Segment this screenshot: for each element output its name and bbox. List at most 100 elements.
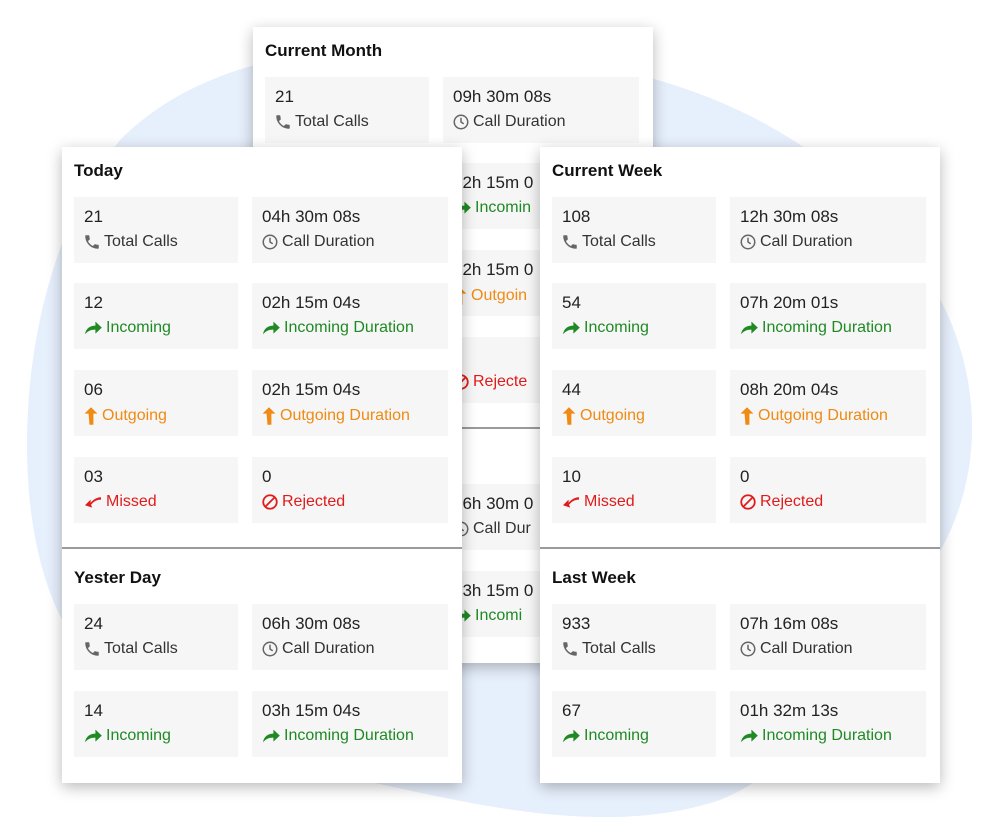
- stat-call-duration[interactable]: 07h 16m 08s Call Duration: [730, 604, 926, 670]
- stat-value: 21: [84, 207, 103, 226]
- stat-rejected[interactable]: 0 Rejected: [730, 457, 926, 523]
- stat-label: Incoming Duration: [739, 727, 892, 745]
- stat-value: 06h 30m 0: [453, 494, 534, 513]
- stat-value: 67: [562, 701, 581, 720]
- missed-arrow-icon: [85, 497, 101, 508]
- stat-label: Outgoing: [83, 406, 167, 426]
- stat-call-duration[interactable]: 06h 30m 08s Call Duration: [252, 604, 448, 670]
- stat-label-text: Outgoing Duration: [758, 407, 888, 424]
- stat-incoming[interactable]: 67 Incoming: [552, 691, 716, 757]
- stat-label-text: Call Duration: [282, 233, 375, 250]
- stat-incoming-duration[interactable]: 03h 15m 04s Incoming Duration: [252, 691, 448, 757]
- stat-label-text: Incoming Duration: [762, 727, 892, 744]
- stat-label: Rejected: [261, 493, 345, 511]
- stat-label-text: Call Duration: [282, 640, 375, 657]
- outgoing-arrow-icon: [262, 407, 276, 425]
- clock-icon: [453, 114, 469, 130]
- current-week-card: Current Week 108 Total Calls 12h 30m 08s…: [540, 147, 940, 783]
- stat-value: 12: [84, 293, 103, 312]
- stat-value: 24: [84, 614, 103, 633]
- stat-rejected[interactable]: 0 Rejected: [252, 457, 448, 523]
- stat-value: 14: [84, 701, 103, 720]
- incoming-arrow-icon: [563, 321, 580, 335]
- stat-value: 09h 30m 08s: [453, 87, 552, 106]
- stat-value: 07h 16m 08s: [740, 614, 839, 633]
- stat-incoming[interactable]: 54 Incoming: [552, 283, 716, 349]
- stat-label: Total Calls: [561, 640, 656, 658]
- stat-label: Call Duration: [261, 640, 374, 658]
- stat-label-text: Call Duration: [473, 113, 566, 130]
- stat-label: Call Dur: [452, 520, 531, 538]
- stat-label: Total Calls: [274, 113, 369, 131]
- incoming-arrow-icon: [85, 729, 102, 743]
- stat-label-text: Incoming: [106, 319, 171, 336]
- stat-call-duration[interactable]: 12h 30m 08s Call Duration: [730, 197, 926, 263]
- phone-icon: [276, 115, 290, 129]
- phone-icon: [563, 642, 577, 656]
- stat-label-text: Incomin: [475, 199, 532, 216]
- stat-value: 933: [562, 614, 591, 633]
- stat-total-calls[interactable]: 933 Total Calls: [552, 604, 716, 670]
- stat-label: Outgoing Duration: [739, 406, 888, 426]
- phone-icon: [85, 642, 99, 656]
- stat-value: 12h 30m 08s: [740, 207, 839, 226]
- stat-value: 02h 15m 04s: [262, 293, 361, 312]
- stat-label-text: Rejecte: [473, 373, 528, 390]
- stat-label: Incomin: [452, 199, 531, 217]
- section-title: Current Month: [265, 41, 383, 60]
- stat-label: Incoming Duration: [261, 319, 414, 337]
- section-title: Yester Day: [74, 568, 161, 587]
- stat-value: 21: [275, 87, 294, 106]
- stat-missed[interactable]: 03 Missed: [74, 457, 238, 523]
- stat-incoming-duration[interactable]: 02h 15m 04s Incoming Duration: [252, 283, 448, 349]
- outgoing-arrow-icon: [740, 407, 754, 425]
- stat-value: 02h 15m 0: [453, 173, 534, 192]
- stat-label: Call Duration: [739, 233, 852, 251]
- rejected-icon: [262, 494, 278, 510]
- stat-total-calls[interactable]: 24 Total Calls: [74, 604, 238, 670]
- stat-value: 10: [562, 467, 581, 486]
- clock-icon: [262, 641, 278, 657]
- stat-label-text: Incoming Duration: [762, 319, 892, 336]
- incoming-arrow-icon: [563, 729, 580, 743]
- stat-outgoing[interactable]: 06 Outgoing: [74, 370, 238, 436]
- outgoing-arrow-icon: [562, 407, 576, 425]
- clock-icon: [740, 234, 756, 250]
- section-divider: [540, 547, 940, 549]
- stat-label-text: Incoming Duration: [284, 319, 414, 336]
- stat-outgoing-duration[interactable]: 02h 15m 04s Outgoing Duration: [252, 370, 448, 436]
- stat-label: Call Duration: [452, 113, 565, 131]
- stat-incoming-duration[interactable]: 07h 20m 01s Incoming Duration: [730, 283, 926, 349]
- stat-outgoing[interactable]: 44 Outgoing: [552, 370, 716, 436]
- stat-incoming-duration[interactable]: 01h 32m 13s Incoming Duration: [730, 691, 926, 757]
- stat-label: Incoming: [83, 319, 171, 337]
- stat-label-text: Total Calls: [104, 233, 178, 250]
- stat-total-calls[interactable]: 108 Total Calls: [552, 197, 716, 263]
- stat-call-duration[interactable]: 09h 30m 08s Call Duration: [443, 77, 639, 143]
- stat-label-text: Call Duration: [760, 640, 853, 657]
- stat-label-text: Missed: [584, 493, 635, 510]
- stat-total-calls[interactable]: 21 Total Calls: [74, 197, 238, 263]
- stat-call-duration[interactable]: 04h 30m 08s Call Duration: [252, 197, 448, 263]
- stat-incoming[interactable]: 12 Incoming: [74, 283, 238, 349]
- stat-label-text: Incomi: [475, 607, 523, 624]
- section-title: Last Week: [552, 568, 636, 587]
- section-title: Current Week: [552, 161, 663, 180]
- stat-value: 03h 15m 04s: [262, 701, 361, 720]
- missed-arrow-icon: [563, 497, 579, 508]
- stat-label: Total Calls: [83, 233, 178, 251]
- section-divider: [62, 547, 462, 549]
- rejected-icon: [740, 494, 756, 510]
- stat-label: Outgoing: [561, 406, 645, 426]
- section-title: Today: [74, 161, 123, 180]
- stat-total-calls[interactable]: 21 Total Calls: [265, 77, 429, 143]
- stat-value: 54: [562, 293, 581, 312]
- stat-label: Incoming: [561, 727, 649, 745]
- incoming-arrow-icon: [263, 729, 280, 743]
- stat-label-text: Outgoing: [102, 407, 167, 424]
- stat-missed[interactable]: 10 Missed: [552, 457, 716, 523]
- stat-label: Missed: [83, 493, 157, 511]
- stat-incoming[interactable]: 14 Incoming: [74, 691, 238, 757]
- stat-outgoing-duration[interactable]: 08h 20m 04s Outgoing Duration: [730, 370, 926, 436]
- stat-label-text: Incoming: [584, 727, 649, 744]
